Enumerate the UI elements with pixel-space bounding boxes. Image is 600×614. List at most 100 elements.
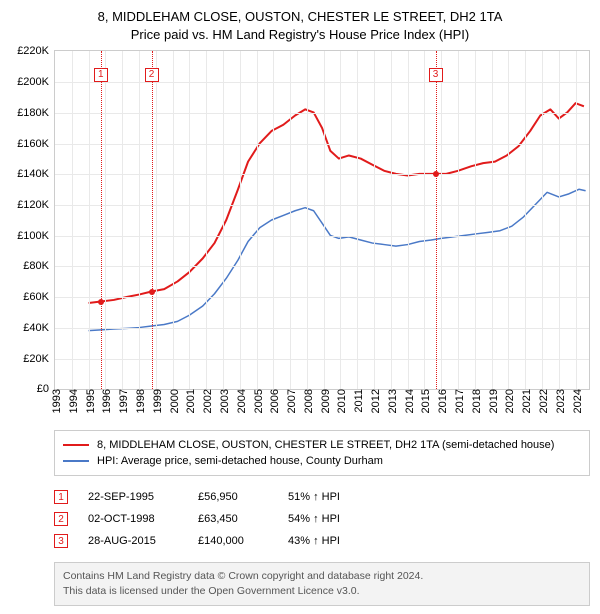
gridline-vertical xyxy=(273,51,274,389)
legend-label: HPI: Average price, semi-detached house,… xyxy=(97,455,383,467)
gridline-vertical xyxy=(324,51,325,389)
gridline-vertical xyxy=(492,51,493,389)
gridline-vertical xyxy=(173,51,174,389)
footer-line1: Contains HM Land Registry data © Crown c… xyxy=(63,569,581,584)
gridline-vertical xyxy=(357,51,358,389)
x-axis-tick-label: 2020 xyxy=(500,389,516,413)
x-axis-tick-label: 2022 xyxy=(534,389,550,413)
x-axis-tick-label: 1993 xyxy=(47,389,63,413)
x-axis-tick-label: 2018 xyxy=(467,389,483,413)
gridline-vertical xyxy=(223,51,224,389)
sale-marker-line xyxy=(152,51,153,389)
x-axis-tick-label: 2003 xyxy=(215,389,231,413)
y-axis-tick-label: £60K xyxy=(23,291,55,303)
chart-container: 8, MIDDLEHAM CLOSE, OUSTON, CHESTER LE S… xyxy=(0,0,600,614)
gridline-vertical xyxy=(206,51,207,389)
x-axis-tick-label: 2007 xyxy=(282,389,298,413)
gridline-vertical xyxy=(525,51,526,389)
legend-box: 8, MIDDLEHAM CLOSE, OUSTON, CHESTER LE S… xyxy=(54,430,590,476)
sale-marker-badge: 2 xyxy=(145,68,159,82)
x-axis-tick-label: 1996 xyxy=(97,389,113,413)
y-axis-tick-label: £80K xyxy=(23,260,55,272)
legend-swatch xyxy=(63,460,89,462)
gridline-vertical xyxy=(156,51,157,389)
x-axis-tick-label: 1999 xyxy=(148,389,164,413)
x-axis-tick-label: 2015 xyxy=(416,389,432,413)
x-axis-tick-label: 2011 xyxy=(349,389,365,413)
chart-title-line2: Price paid vs. HM Land Registry's House … xyxy=(10,26,590,44)
y-axis-tick-label: £100K xyxy=(17,230,55,242)
x-axis-tick-label: 2017 xyxy=(450,389,466,413)
gridline-vertical xyxy=(508,51,509,389)
x-axis-tick-label: 2000 xyxy=(165,389,181,413)
x-axis-tick-label: 2016 xyxy=(433,389,449,413)
sales-row-pct: 51% ↑ HPI xyxy=(288,491,378,503)
sales-row-marker: 1 xyxy=(54,490,68,504)
sales-table: 122-SEP-1995£56,95051% ↑ HPI202-OCT-1998… xyxy=(54,486,590,552)
y-axis-tick-label: £20K xyxy=(23,353,55,365)
gridline-vertical xyxy=(340,51,341,389)
sales-row-pct: 43% ↑ HPI xyxy=(288,535,378,547)
series-line-hpi xyxy=(89,190,586,331)
x-axis-tick-label: 2006 xyxy=(265,389,281,413)
sales-row: 3 28-AUG-2015 £140,000 43% ↑ HPI xyxy=(54,530,590,552)
x-axis-tick-label: 2024 xyxy=(568,389,584,413)
x-axis-tick-label: 2009 xyxy=(316,389,332,413)
gridline-vertical xyxy=(189,51,190,389)
x-axis-tick-label: 2013 xyxy=(383,389,399,413)
x-axis-tick-label: 1998 xyxy=(131,389,147,413)
y-axis-tick-label: £120K xyxy=(17,199,55,211)
gridline-vertical xyxy=(441,51,442,389)
gridline-vertical xyxy=(89,51,90,389)
chart-title-line1: 8, MIDDLEHAM CLOSE, OUSTON, CHESTER LE S… xyxy=(10,8,590,26)
footer-attribution: Contains HM Land Registry data © Crown c… xyxy=(54,562,590,605)
x-axis-tick-label: 2021 xyxy=(517,389,533,413)
x-axis-tick-label: 2005 xyxy=(249,389,265,413)
x-axis-tick-label: 1997 xyxy=(114,389,130,413)
sale-marker-point xyxy=(433,171,439,177)
sale-marker-line xyxy=(101,51,102,389)
gridline-vertical xyxy=(105,51,106,389)
sales-row: 2 02-OCT-1998 £63,450 54% ↑ HPI xyxy=(54,508,590,530)
chart-title-block: 8, MIDDLEHAM CLOSE, OUSTON, CHESTER LE S… xyxy=(10,8,590,44)
y-axis-tick-label: £180K xyxy=(17,107,55,119)
sales-row-date: 28-AUG-2015 xyxy=(88,535,178,547)
sales-row-price: £63,450 xyxy=(198,513,268,525)
gridline-vertical xyxy=(290,51,291,389)
gridline-vertical xyxy=(559,51,560,389)
gridline-vertical xyxy=(391,51,392,389)
sales-row: 122-SEP-1995£56,95051% ↑ HPI xyxy=(54,486,590,508)
legend-item: 8, MIDDLEHAM CLOSE, OUSTON, CHESTER LE S… xyxy=(63,437,581,453)
gridline-vertical xyxy=(542,51,543,389)
y-axis-tick-label: £40K xyxy=(23,322,55,334)
sale-marker-badge: 1 xyxy=(94,68,108,82)
x-axis-tick-label: 2004 xyxy=(232,389,248,413)
y-axis-tick-label: £200K xyxy=(17,76,55,88)
sale-marker-point xyxy=(98,299,104,305)
series-line-property xyxy=(89,104,584,304)
sale-marker-badge: 3 xyxy=(429,68,443,82)
x-axis-tick-label: 2019 xyxy=(484,389,500,413)
plot-area: £0£20K£40K£60K£80K£100K£120K£140K£160K£1… xyxy=(54,50,590,390)
y-axis-tick-label: £220K xyxy=(17,45,55,57)
legend-item: HPI: Average price, semi-detached house,… xyxy=(63,453,581,469)
sales-row-pct: 54% ↑ HPI xyxy=(288,513,378,525)
gridline-vertical xyxy=(72,51,73,389)
x-axis-tick-label: 2010 xyxy=(332,389,348,413)
legend-label: 8, MIDDLEHAM CLOSE, OUSTON, CHESTER LE S… xyxy=(97,439,554,451)
gridline-vertical xyxy=(374,51,375,389)
gridline-vertical xyxy=(240,51,241,389)
y-axis-tick-label: £140K xyxy=(17,168,55,180)
x-axis-tick-label: 1994 xyxy=(64,389,80,413)
sales-row-marker: 2 xyxy=(54,512,68,526)
gridline-vertical xyxy=(122,51,123,389)
footer-line2: This data is licensed under the Open Gov… xyxy=(63,584,581,599)
gridline-vertical xyxy=(424,51,425,389)
x-axis-tick-label: 2012 xyxy=(366,389,382,413)
sales-row-price: £140,000 xyxy=(198,535,268,547)
sales-row-date: 02-OCT-1998 xyxy=(88,513,178,525)
gridline-vertical xyxy=(576,51,577,389)
sales-row-price: £56,950 xyxy=(198,491,268,503)
x-axis-tick-label: 1995 xyxy=(81,389,97,413)
sales-row-marker: 3 xyxy=(54,534,68,548)
